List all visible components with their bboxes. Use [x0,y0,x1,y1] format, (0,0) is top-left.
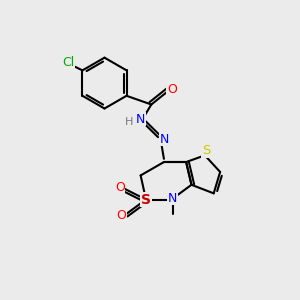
Text: O: O [116,209,126,222]
Text: O: O [167,83,177,96]
Text: N: N [168,192,177,205]
Text: O: O [115,181,125,194]
Text: N: N [160,133,169,146]
Text: S: S [141,193,151,206]
Text: Cl: Cl [62,56,75,69]
Text: S: S [202,144,210,157]
Text: H: H [125,117,134,128]
Text: N: N [136,113,145,126]
